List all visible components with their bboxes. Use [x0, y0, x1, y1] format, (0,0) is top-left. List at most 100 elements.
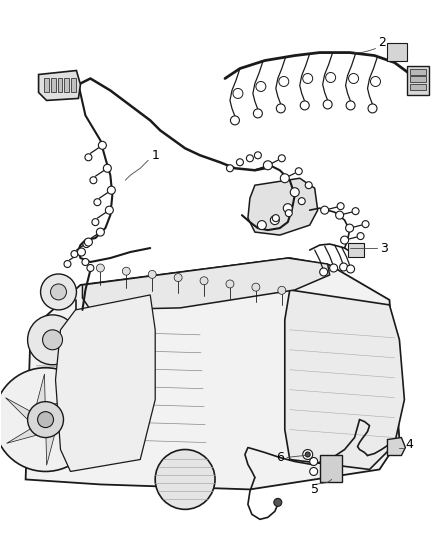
- Circle shape: [85, 154, 92, 161]
- Circle shape: [357, 232, 364, 239]
- Circle shape: [155, 449, 215, 510]
- Circle shape: [283, 204, 292, 213]
- Circle shape: [323, 100, 332, 109]
- Circle shape: [38, 411, 53, 427]
- Circle shape: [247, 155, 254, 162]
- Bar: [348, 243, 364, 257]
- Circle shape: [71, 251, 78, 257]
- Bar: [50, 78, 56, 92]
- Circle shape: [298, 198, 305, 205]
- Polygon shape: [56, 295, 155, 472]
- Circle shape: [230, 116, 240, 125]
- Circle shape: [272, 215, 279, 222]
- Circle shape: [270, 216, 279, 224]
- Circle shape: [330, 264, 338, 272]
- Circle shape: [237, 159, 244, 166]
- Text: 6: 6: [276, 451, 284, 464]
- Bar: [410, 84, 426, 91]
- Circle shape: [90, 177, 97, 184]
- Circle shape: [254, 109, 262, 118]
- Circle shape: [42, 330, 63, 350]
- Bar: [43, 78, 49, 92]
- Circle shape: [274, 498, 282, 506]
- Polygon shape: [7, 419, 46, 443]
- Circle shape: [285, 209, 292, 216]
- Circle shape: [226, 165, 233, 172]
- Circle shape: [87, 264, 94, 271]
- Polygon shape: [46, 419, 54, 465]
- Circle shape: [295, 168, 302, 175]
- Circle shape: [305, 182, 312, 189]
- Bar: [388, 43, 407, 61]
- Circle shape: [310, 467, 318, 475]
- Circle shape: [174, 273, 182, 281]
- Circle shape: [305, 452, 310, 457]
- Circle shape: [310, 457, 318, 465]
- Bar: [64, 78, 70, 92]
- Bar: [410, 77, 426, 83]
- Circle shape: [337, 203, 344, 209]
- Circle shape: [64, 261, 71, 268]
- Circle shape: [336, 211, 343, 219]
- Bar: [407, 66, 429, 95]
- Circle shape: [258, 221, 266, 230]
- Circle shape: [41, 274, 77, 310]
- Circle shape: [103, 164, 111, 172]
- Polygon shape: [39, 70, 81, 100]
- Circle shape: [280, 174, 289, 183]
- Circle shape: [278, 155, 285, 162]
- Polygon shape: [82, 258, 330, 310]
- Circle shape: [92, 219, 99, 225]
- Circle shape: [0, 368, 97, 472]
- Circle shape: [107, 186, 115, 194]
- Polygon shape: [46, 396, 85, 419]
- Circle shape: [148, 270, 156, 278]
- Circle shape: [263, 161, 272, 169]
- Circle shape: [352, 208, 359, 215]
- Text: 3: 3: [381, 241, 389, 255]
- Circle shape: [321, 206, 328, 214]
- Circle shape: [78, 248, 85, 256]
- Circle shape: [99, 141, 106, 149]
- Circle shape: [254, 152, 261, 159]
- Circle shape: [278, 286, 286, 294]
- Bar: [320, 455, 342, 482]
- Circle shape: [106, 206, 113, 214]
- Polygon shape: [285, 290, 404, 470]
- Circle shape: [96, 228, 104, 236]
- Text: 2: 2: [378, 36, 386, 49]
- Text: 4: 4: [406, 438, 413, 451]
- Polygon shape: [46, 419, 85, 441]
- Circle shape: [252, 283, 260, 291]
- Circle shape: [82, 259, 89, 265]
- Bar: [71, 78, 77, 92]
- Text: 1: 1: [151, 149, 159, 162]
- Circle shape: [300, 101, 309, 110]
- Text: 5: 5: [311, 483, 319, 496]
- Circle shape: [200, 277, 208, 285]
- Circle shape: [341, 236, 349, 244]
- Polygon shape: [25, 258, 399, 489]
- Circle shape: [339, 263, 348, 271]
- Circle shape: [290, 188, 299, 197]
- Circle shape: [368, 104, 377, 113]
- Circle shape: [276, 104, 285, 113]
- Circle shape: [96, 264, 104, 272]
- Circle shape: [346, 224, 353, 232]
- Circle shape: [85, 238, 92, 246]
- Circle shape: [28, 315, 78, 365]
- Polygon shape: [388, 438, 406, 456]
- Polygon shape: [37, 374, 46, 419]
- Circle shape: [122, 267, 130, 275]
- Polygon shape: [248, 178, 318, 235]
- Circle shape: [320, 268, 328, 276]
- Bar: [410, 69, 426, 75]
- Circle shape: [94, 199, 101, 206]
- Circle shape: [50, 284, 67, 300]
- Circle shape: [28, 402, 64, 438]
- Circle shape: [346, 265, 355, 273]
- Circle shape: [226, 280, 234, 288]
- Circle shape: [362, 221, 369, 228]
- Polygon shape: [6, 398, 46, 419]
- Circle shape: [346, 101, 355, 110]
